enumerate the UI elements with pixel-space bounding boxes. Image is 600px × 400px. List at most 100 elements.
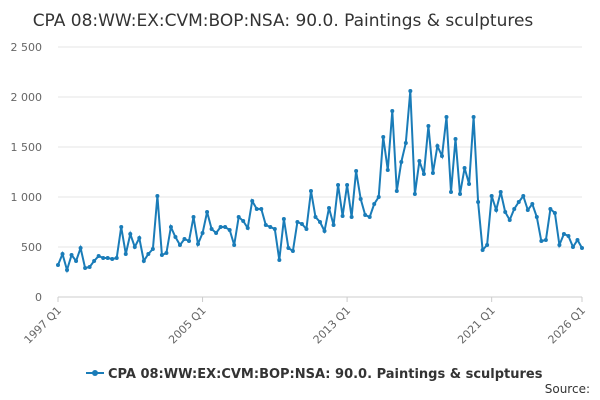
point (363, 213, 368, 217)
point (101, 256, 106, 260)
point (548, 207, 553, 211)
point (128, 232, 133, 236)
point (205, 210, 210, 214)
point (367, 215, 372, 219)
point (218, 225, 223, 229)
point (173, 235, 178, 239)
point (516, 200, 521, 204)
point (168, 225, 173, 229)
point (480, 248, 485, 252)
point (403, 141, 408, 145)
point (272, 227, 277, 231)
point (345, 183, 350, 187)
point (263, 223, 268, 227)
point (191, 215, 196, 219)
point (430, 171, 435, 175)
point (313, 215, 318, 219)
point (214, 231, 219, 235)
point (164, 251, 169, 255)
x-tick-label: 2013 Q1 (311, 304, 354, 347)
point (254, 207, 259, 211)
point (530, 202, 535, 206)
point (561, 232, 566, 236)
point (340, 214, 345, 218)
point (268, 225, 273, 229)
point (462, 166, 467, 170)
point (159, 253, 164, 257)
point (494, 208, 499, 212)
y-tick-label: 0 (35, 291, 42, 304)
y-tick-label: 500 (21, 241, 42, 254)
point (394, 189, 399, 193)
point (286, 246, 291, 250)
point (83, 266, 88, 270)
point (92, 259, 97, 263)
point (570, 245, 575, 249)
point (96, 254, 101, 258)
point (449, 190, 453, 194)
point (241, 219, 246, 223)
point (498, 190, 503, 194)
point (105, 256, 110, 260)
point (426, 124, 431, 128)
point (223, 225, 228, 229)
point (132, 245, 137, 249)
point (87, 265, 92, 269)
point (467, 182, 472, 186)
y-tick-label: 2 000 (11, 91, 43, 104)
point (56, 263, 60, 267)
point (372, 202, 377, 206)
point (399, 160, 404, 164)
point (507, 218, 512, 222)
point (277, 258, 282, 262)
point (290, 249, 295, 253)
point (503, 210, 508, 214)
point (476, 200, 481, 204)
point (74, 259, 79, 263)
point (575, 238, 580, 242)
point (489, 194, 494, 198)
point (349, 215, 354, 219)
point (119, 225, 124, 229)
point (439, 154, 444, 158)
point (150, 247, 155, 251)
point (580, 246, 584, 250)
y-tick-label: 1 000 (11, 191, 43, 204)
point (259, 207, 264, 211)
legend-label: CPA 08:WW:EX:CVM:BOP:NSA: 90.0. Painting… (108, 367, 543, 382)
point (390, 109, 395, 113)
point (227, 228, 232, 232)
point (539, 239, 544, 243)
point (444, 115, 449, 119)
point (453, 137, 458, 141)
point (512, 207, 517, 211)
point (381, 135, 386, 139)
point (308, 189, 313, 193)
point (318, 220, 322, 224)
x-tick-label: 1997 Q1 (22, 304, 65, 347)
source: Source: (545, 382, 590, 396)
point (182, 237, 187, 241)
point (358, 197, 363, 201)
x-tick-label: 2026 Q1 (546, 304, 589, 347)
point (236, 215, 241, 219)
point (69, 253, 74, 257)
point (177, 243, 182, 247)
point (65, 268, 70, 272)
point (525, 208, 530, 212)
point (155, 194, 160, 198)
point (552, 211, 557, 215)
point (281, 217, 286, 221)
point (110, 257, 115, 261)
point (354, 169, 359, 173)
point (376, 195, 381, 199)
point (141, 259, 146, 263)
point (385, 168, 390, 172)
point (412, 192, 417, 196)
x-tick-label: 2005 Q1 (166, 304, 209, 347)
point (123, 252, 128, 256)
point (295, 220, 300, 224)
y-tick-label: 2 500 (11, 41, 43, 54)
point (200, 231, 205, 235)
